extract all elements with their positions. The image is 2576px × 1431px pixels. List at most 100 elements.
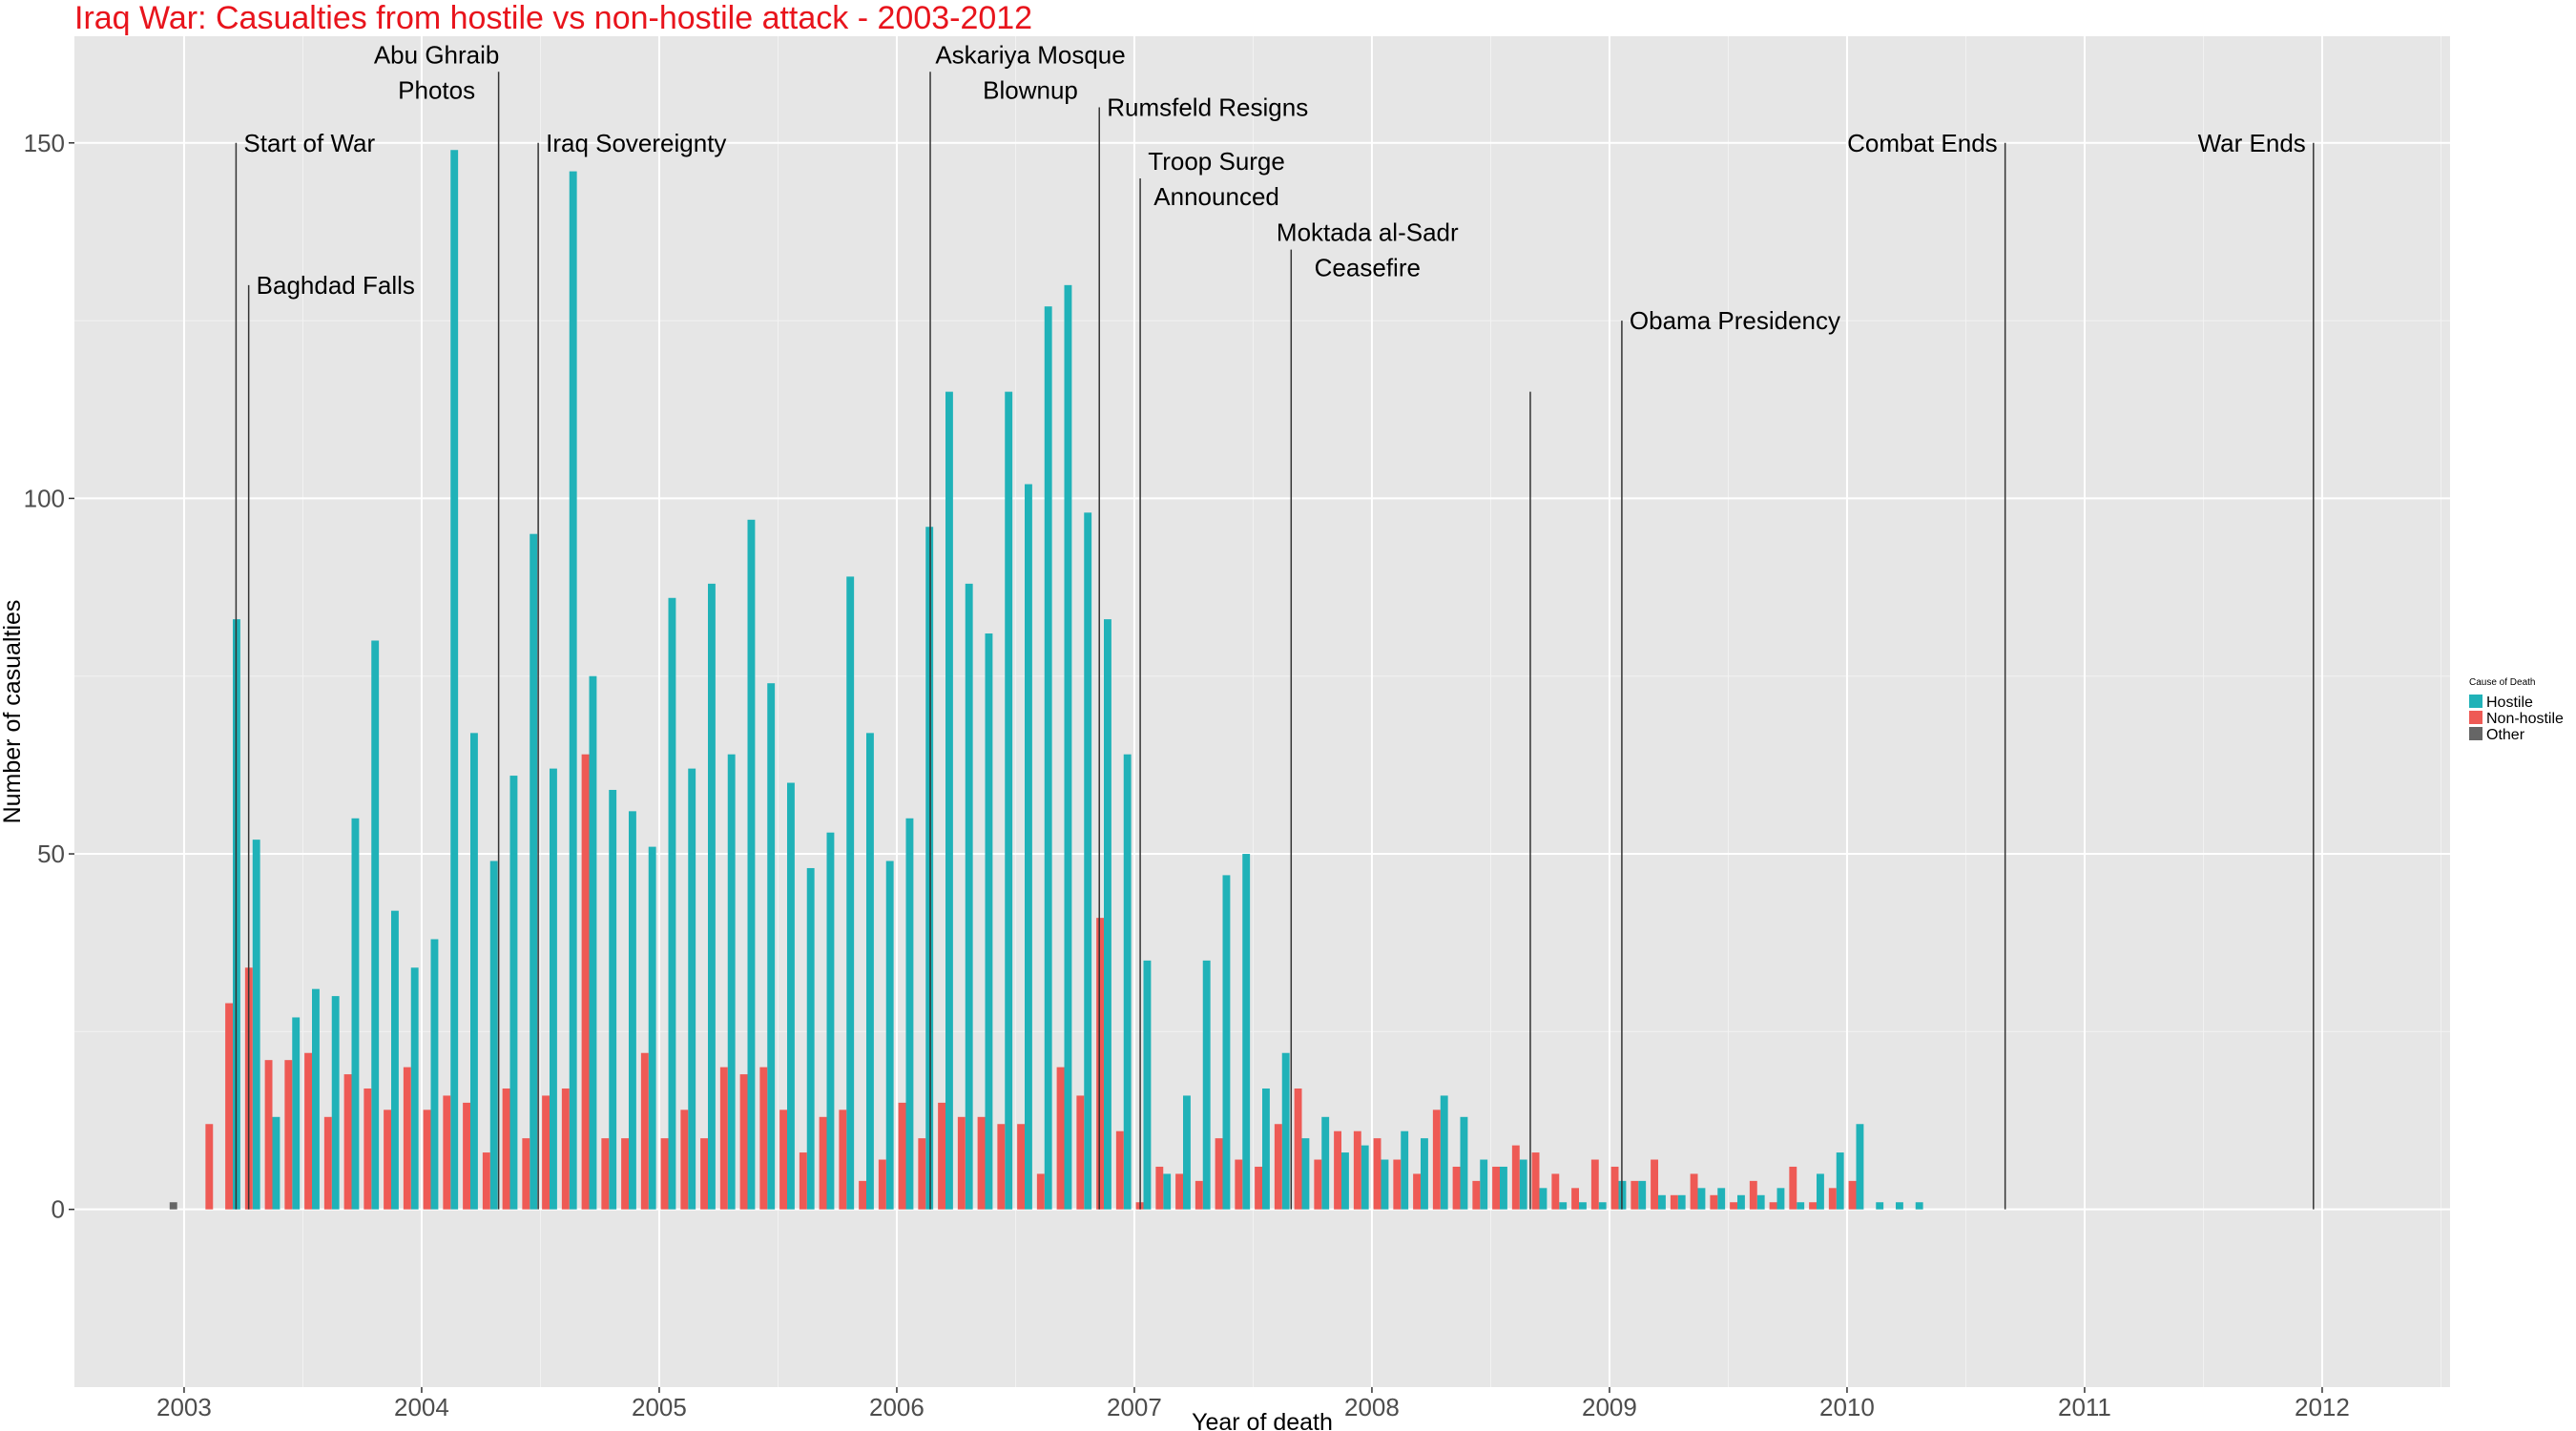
bar-hostile-2004-12 [648,846,656,1210]
y-tick-label: 100 [24,484,65,512]
bar-non-hostile-2009-02 [1631,1180,1639,1210]
bar-hostile-2004-04 [489,861,498,1210]
bar-non-hostile-2007-07 [1255,1166,1262,1210]
annotation-label: Ceasefire [1315,254,1421,282]
bar-non-hostile-2004-11 [621,1138,629,1210]
bar-non-hostile-2009-09 [1769,1202,1777,1210]
annotation-label: Blownup [983,75,1078,104]
y-tick-label: 0 [52,1195,65,1224]
bar-non-hostile-2007-02 [1155,1166,1164,1210]
bar-non-hostile-2008-02 [1393,1159,1402,1210]
bar-hostile-2005-03 [708,583,716,1210]
legend-key-hostile [2469,695,2483,708]
bar-hostile-2007-01 [1143,960,1152,1210]
bar-hostile-2008-06 [1480,1159,1488,1210]
bar-hostile-2003-10 [371,640,380,1210]
x-tick-label: 2004 [394,1393,449,1421]
bar-non-hostile-2006-02 [918,1138,926,1210]
bar-hostile-2004-06 [530,533,538,1210]
bar-non-hostile-2008-12 [1590,1159,1599,1210]
bar-hostile-2007-08 [1281,1052,1290,1210]
bar-non-hostile-2003-12 [403,1067,411,1210]
bar-hostile-2004-07 [550,768,557,1210]
bar-hostile-2005-02 [688,768,696,1210]
bar-hostile-2007-07 [1262,1088,1270,1210]
y-tick-label: 50 [37,840,65,868]
bar-non-hostile-2009-11 [1809,1202,1817,1210]
bar-non-hostile-2008-07 [1492,1166,1500,1210]
bar-hostile-2007-11 [1341,1152,1349,1210]
annotation-label: Rumsfeld Resigns [1107,93,1308,122]
x-tick-label: 2010 [1819,1393,1875,1421]
bar-non-hostile-2008-09 [1531,1152,1540,1210]
bar-non-hostile-2007-09 [1294,1088,1302,1210]
bar-hostile-2006-08 [1044,306,1052,1210]
bar-hostile-2010-04 [1915,1202,1923,1210]
bar-non-hostile-2006-01 [898,1102,906,1210]
bar-hostile-2006-07 [1025,484,1032,1210]
bar-non-hostile-2007-06 [1235,1159,1243,1210]
bar-hostile-2008-08 [1519,1159,1527,1210]
bar-hostile-2008-10 [1559,1202,1568,1210]
bar-non-hostile-2003-07 [304,1052,312,1210]
bar-hostile-2009-10 [1797,1202,1805,1210]
bar-hostile-2009-09 [1776,1188,1785,1210]
grid-lines [74,36,2450,1387]
bar-hostile-2003-05 [272,1116,280,1210]
annotation-label: Troop Surge [1148,147,1285,176]
annotation-label: Announced [1153,182,1279,211]
bar-non-hostile-2005-04 [719,1067,728,1210]
bar-non-hostile-2003-05 [264,1060,273,1210]
annotation-label: Iraq Sovereignty [546,129,726,157]
bar-hostile-2004-03 [470,733,478,1210]
y-axis-title: Number of casualties [0,600,26,824]
bar-hostile-2003-06 [292,1017,301,1210]
bar-hostile-2009-08 [1756,1194,1765,1210]
bar-hostile-2004-08 [569,171,577,1210]
bar-hostile-2004-02 [450,150,459,1210]
bar-hostile-2009-07 [1737,1194,1745,1210]
x-tick-label: 2007 [1107,1393,1162,1421]
bar-hostile-2004-09 [589,675,597,1210]
bar-hostile-2005-09 [826,832,835,1210]
bar-hostile-2005-01 [668,597,676,1210]
x-tick-label: 2012 [2295,1393,2350,1421]
x-tick-label: 2003 [156,1393,212,1421]
bar-hostile-2008-07 [1500,1166,1507,1210]
legend-label-other: Other [2486,727,2525,743]
bar-hostile-2008-09 [1539,1188,1548,1210]
annotation-label: Abu Ghraib [374,40,500,69]
annotation-label: Askariya Mosque [935,40,1125,69]
bar-hostile-2003-04 [252,840,260,1210]
bar-hostile-2009-04 [1677,1194,1686,1210]
bar-non-hostile-2005-01 [660,1138,669,1210]
bar-other-2002-12 [169,1202,177,1210]
bar-hostile-2006-02 [925,527,934,1210]
bar-hostile-2009-11 [1817,1173,1824,1210]
bar-non-hostile-2005-12 [878,1159,886,1210]
legend-title: Cause of Death [2469,677,2536,688]
annotation-label: Obama Presidency [1630,306,1840,335]
bar-hostile-2007-05 [1222,875,1231,1210]
bar-non-hostile-2003-03 [225,1003,233,1210]
bar-non-hostile-2005-07 [779,1110,787,1210]
x-axis-title: Year of death [1192,1409,1333,1431]
bar-non-hostile-2009-03 [1651,1159,1658,1210]
bar-non-hostile-2004-12 [640,1052,649,1210]
bar-non-hostile-2009-07 [1730,1202,1737,1210]
bar-non-hostile-2004-07 [542,1095,550,1210]
bar-hostile-2003-12 [410,967,419,1210]
bar-hostile-2004-05 [509,776,518,1210]
bar-hostile-2003-08 [331,996,340,1210]
bar-hostile-2009-06 [1717,1188,1726,1210]
bar-non-hostile-2005-06 [759,1067,768,1210]
bar-hostile-2004-10 [609,789,617,1210]
bar-hostile-2004-01 [430,939,439,1210]
bar-non-hostile-2006-09 [1056,1067,1065,1210]
bar-non-hostile-2006-03 [938,1102,945,1210]
bar-non-hostile-2004-05 [502,1088,510,1210]
bar-non-hostile-2009-04 [1670,1194,1678,1210]
bar-hostile-2006-10 [1084,512,1092,1210]
bar-hostile-2007-02 [1163,1173,1172,1210]
